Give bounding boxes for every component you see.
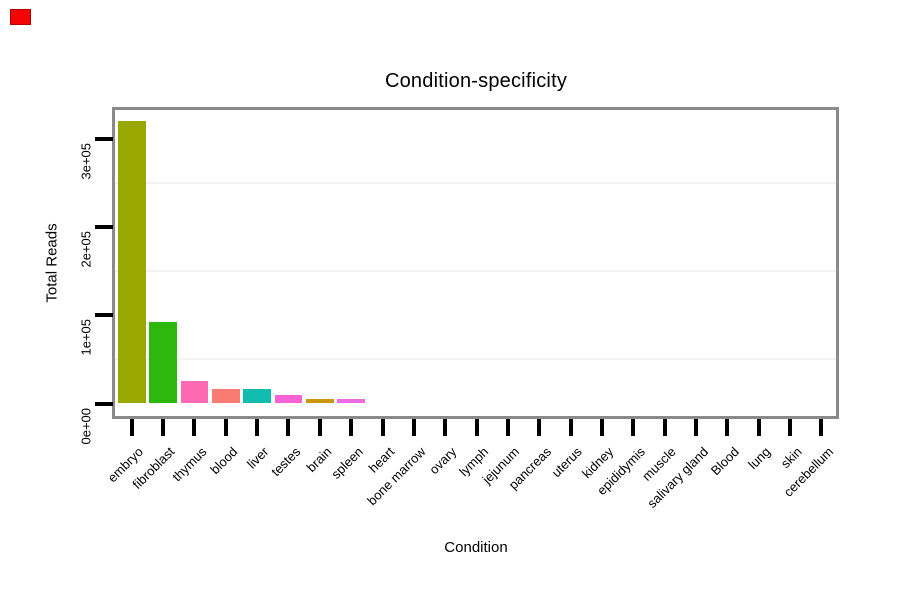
x-axis-tick-label: ovary (426, 444, 460, 478)
x-axis-tick (662, 419, 667, 436)
minor-gridline (115, 270, 836, 273)
x-axis-tick (756, 419, 761, 436)
x-axis-tick-label: uterus (549, 444, 586, 481)
minor-gridline (115, 181, 836, 184)
x-axis-tick (380, 419, 385, 436)
x-axis-tick-label: skin (777, 444, 805, 471)
chart-title: Condition-specificity (384, 70, 568, 92)
x-axis-tick (788, 419, 793, 436)
bar-fibroblast (149, 322, 177, 404)
plot-panel (112, 107, 839, 419)
x-axis-tick (568, 419, 573, 436)
x-axis-tick (223, 419, 228, 436)
x-axis-tick-label: testes (267, 444, 304, 480)
y-axis-tick-label: 3e+05 (79, 142, 94, 180)
x-axis-tick (631, 419, 636, 436)
x-axis-tick (819, 419, 824, 436)
bar-spleen (337, 398, 365, 404)
bar-brain (305, 399, 334, 404)
x-axis-tick (443, 419, 448, 436)
bar-thymus (180, 380, 209, 404)
x-axis-tick (192, 419, 197, 436)
y-axis-tick (95, 224, 113, 229)
y-axis-tick-label: 0e+00 (79, 407, 94, 445)
minor-gridline (115, 358, 836, 361)
x-axis-tick (129, 419, 134, 436)
x-axis-tick (411, 419, 416, 436)
bar-embryo (117, 120, 146, 404)
x-axis-tick (474, 419, 479, 436)
y-axis-tick-label: 1e+05 (79, 319, 94, 356)
x-axis-tick (505, 419, 510, 436)
x-axis-tick (349, 419, 354, 436)
x-axis-tick (286, 419, 291, 436)
bar-liver (243, 388, 271, 404)
bar-blood (211, 389, 240, 404)
x-axis-tick-label: Blood (707, 444, 742, 479)
x-axis-tick-label: lung (745, 444, 774, 472)
x-axis-tick (599, 419, 604, 436)
y-axis-tick-label: 2e+05 (79, 230, 94, 268)
y-axis-tick (95, 401, 113, 406)
y-axis-tick (95, 136, 113, 141)
x-axis-tick-label: spleen (328, 444, 366, 482)
x-axis-tick-label: blood (207, 444, 241, 478)
x-axis-tick (161, 419, 166, 436)
x-axis-tick (537, 419, 542, 436)
bar-testes (274, 395, 303, 404)
x-axis-tick (255, 419, 260, 436)
x-axis-tick (317, 419, 322, 436)
x-axis-tick (725, 419, 730, 436)
x-axis-title: Condition (444, 539, 508, 556)
y-axis-title: Total Reads (43, 223, 61, 303)
red-indicator-marker (10, 9, 31, 25)
y-axis-tick (95, 313, 113, 318)
x-axis-tick-label: thymus (168, 444, 210, 485)
x-axis-tick (694, 419, 698, 436)
